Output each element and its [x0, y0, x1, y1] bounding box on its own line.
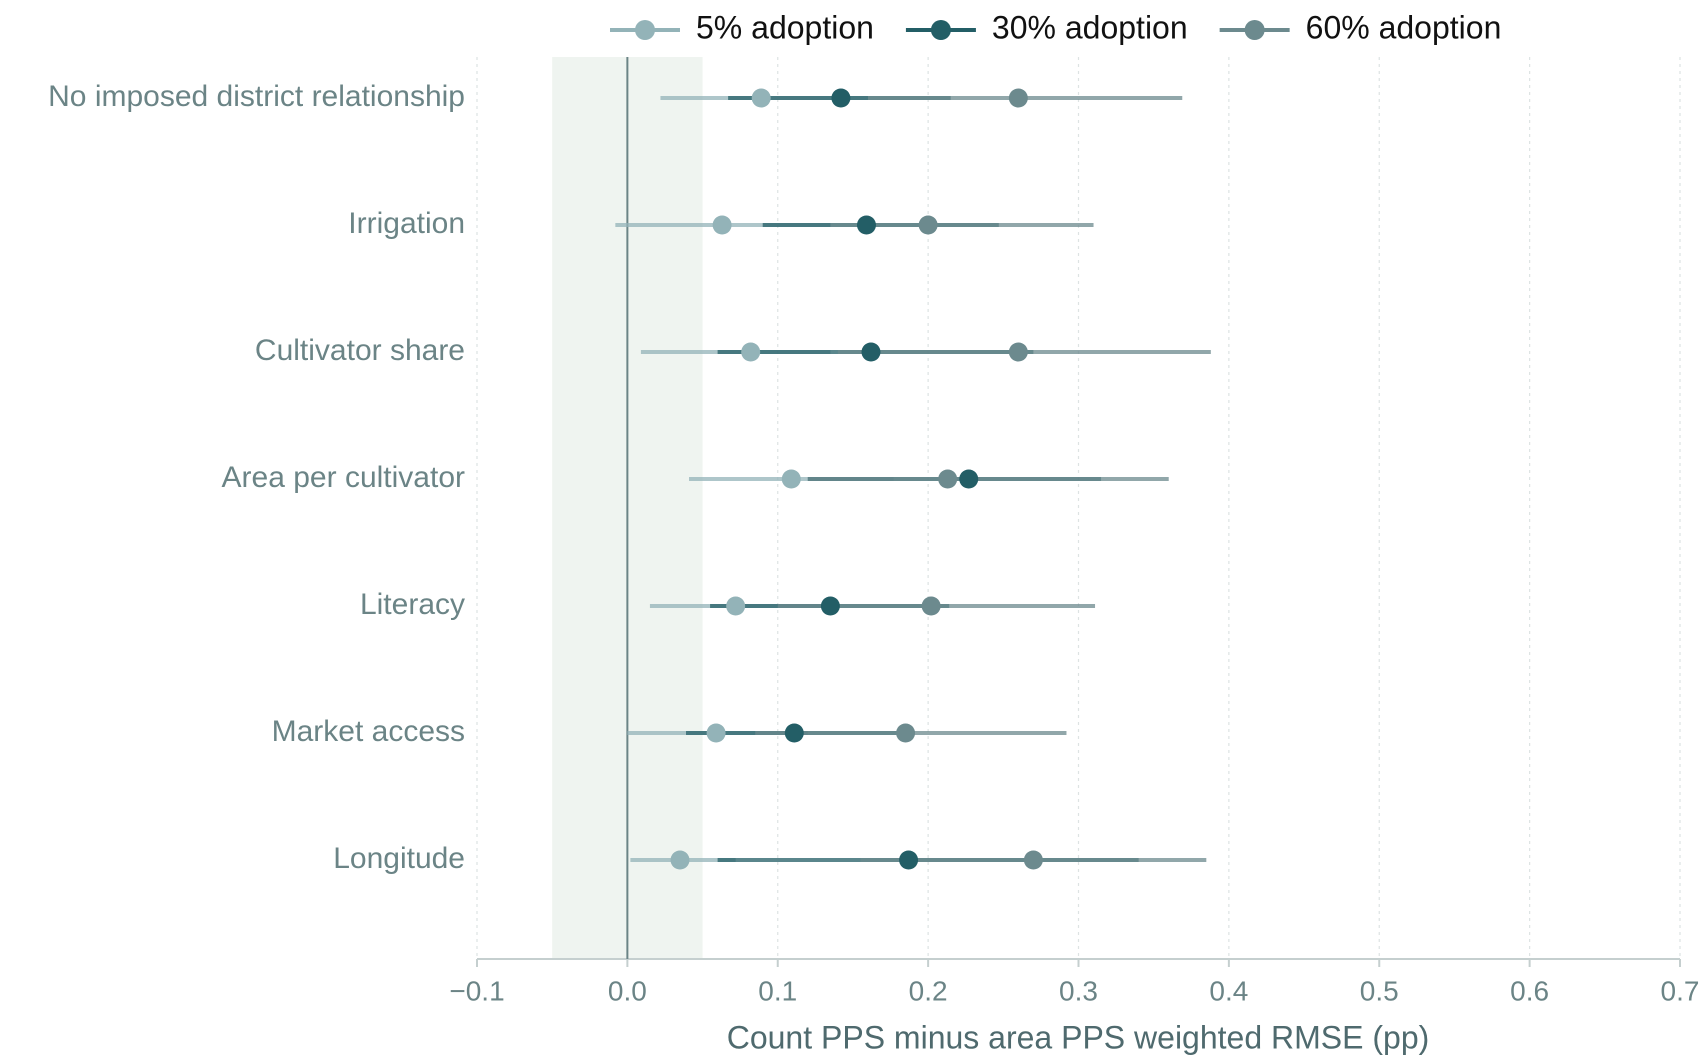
- dot: [959, 469, 979, 489]
- x-tick-label: 0.1: [758, 975, 797, 1006]
- dot: [1008, 342, 1028, 362]
- y-tick-label: Market access: [272, 715, 465, 748]
- x-tick-label: 0.4: [1209, 975, 1248, 1006]
- dot: [896, 723, 916, 743]
- dot: [918, 215, 938, 235]
- legend-label: 60% adoption: [1306, 9, 1502, 45]
- dot: [781, 469, 801, 489]
- dot: [938, 469, 958, 489]
- x-tick-label: 0.7: [1661, 975, 1700, 1006]
- y-tick-label: Irrigation: [348, 207, 465, 240]
- dot: [861, 342, 881, 362]
- x-tick-label: 0.0: [608, 975, 647, 1006]
- y-tick-label: Literacy: [360, 588, 465, 621]
- dot: [706, 723, 726, 743]
- dot: [1008, 88, 1028, 108]
- x-tick-label: 0.6: [1510, 975, 1549, 1006]
- dot: [741, 342, 761, 362]
- x-tick-label: −0.1: [449, 975, 504, 1006]
- legend-label: 30% adoption: [992, 9, 1188, 45]
- y-tick-label: Cultivator share: [255, 334, 465, 367]
- dot: [751, 88, 771, 108]
- y-tick-label: Area per cultivator: [222, 461, 465, 494]
- dot: [921, 596, 941, 616]
- dot: [1023, 850, 1043, 870]
- dot: [831, 88, 851, 108]
- legend-label: 5% adoption: [696, 9, 874, 45]
- x-tick-label: 0.2: [909, 975, 948, 1006]
- y-tick-label: No imposed district relationship: [48, 80, 465, 113]
- x-tick-label: 0.5: [1360, 975, 1399, 1006]
- dot: [726, 596, 746, 616]
- dot: [670, 850, 690, 870]
- dot: [856, 215, 876, 235]
- legend-dot: [1244, 20, 1265, 40]
- dot: [820, 596, 840, 616]
- dot: [899, 850, 919, 870]
- dot: [712, 215, 732, 235]
- y-tick-label: Longitude: [333, 842, 465, 875]
- legend-dot: [930, 20, 951, 40]
- x-axis-label: Count PPS minus area PPS weighted RMSE (…: [727, 1019, 1430, 1055]
- legend-dot: [635, 20, 655, 40]
- x-tick-label: 0.3: [1059, 975, 1098, 1006]
- dot: [784, 723, 804, 743]
